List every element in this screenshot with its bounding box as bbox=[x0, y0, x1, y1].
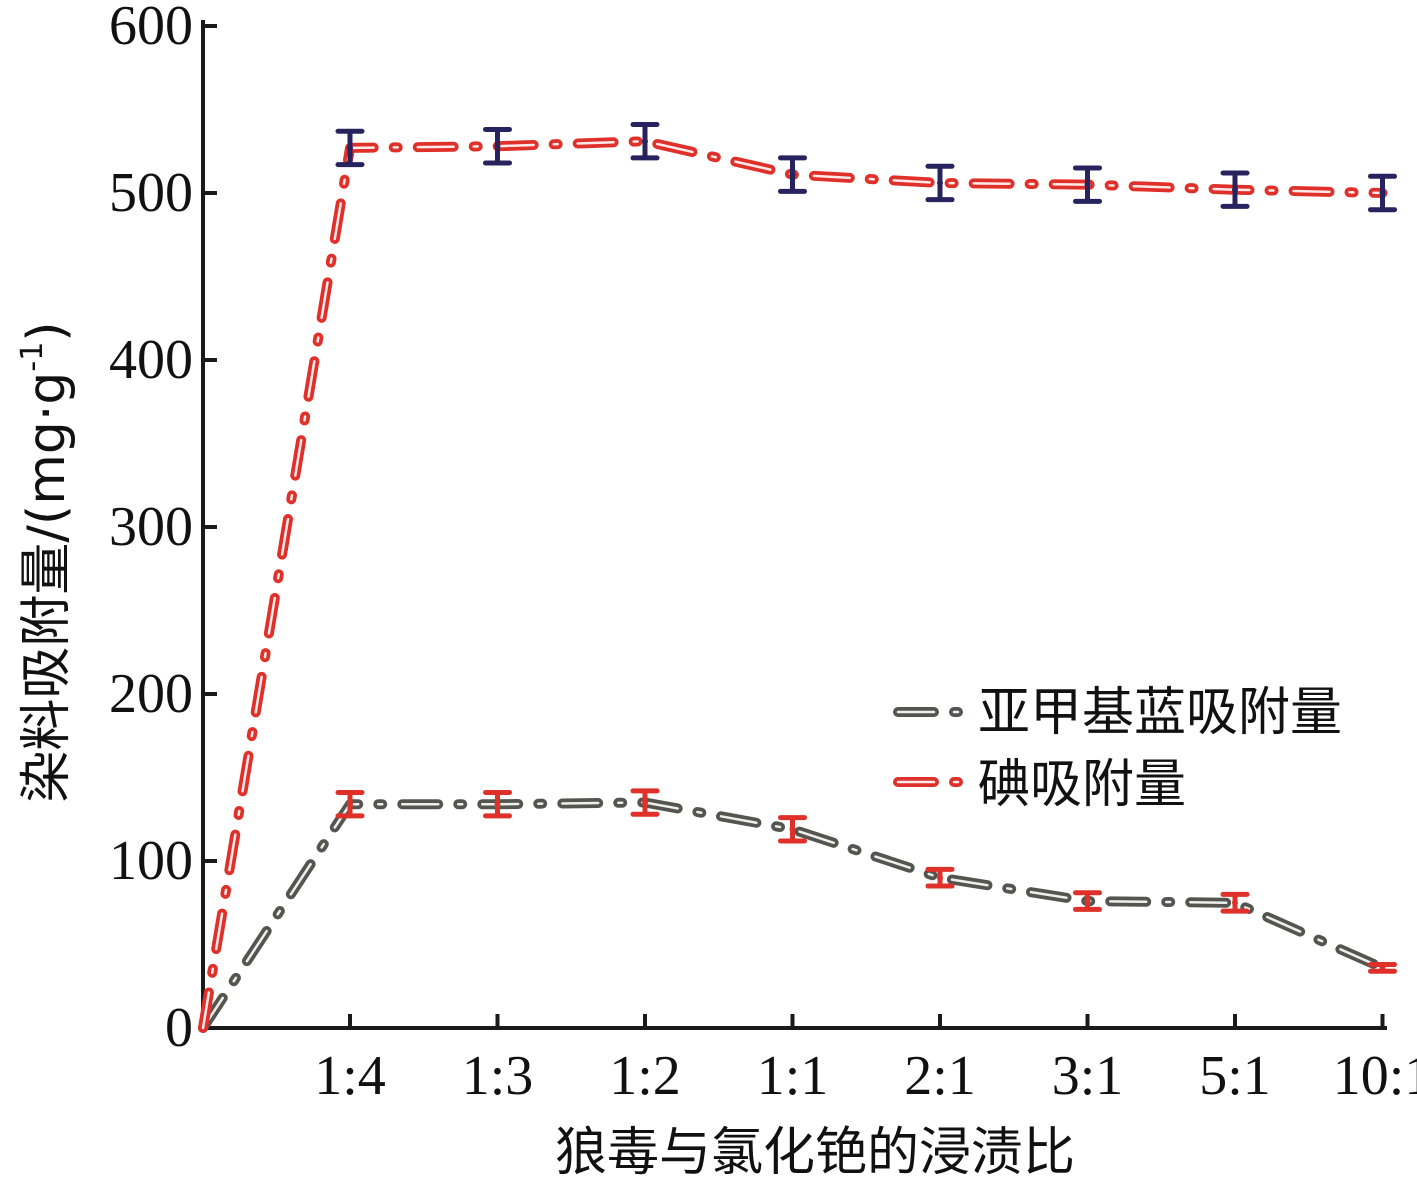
y-axis-title-main: 染料吸附量/(mg·g bbox=[17, 372, 77, 803]
data-point-0-2 bbox=[642, 799, 648, 806]
legend-label-iodine: 碘吸附量 bbox=[978, 755, 1186, 815]
x-tick-label-5:1: 5:1 bbox=[1199, 1045, 1271, 1107]
data-point-1-0 bbox=[347, 144, 353, 151]
errorbar-1-1 bbox=[483, 127, 512, 166]
errorbar-0-3 bbox=[778, 815, 807, 844]
y-tick-label-200: 200 bbox=[109, 663, 193, 725]
y-tick-label-100: 100 bbox=[109, 830, 193, 892]
series-1 bbox=[198, 122, 1397, 1033]
errorbar-0-2 bbox=[630, 788, 660, 817]
errorbar-1-0 bbox=[335, 128, 365, 168]
x-tick-label-2:1: 2:1 bbox=[904, 1045, 976, 1107]
errorbar-0-1 bbox=[483, 790, 512, 819]
y-axis-title: 染料吸附量/(mg·g-1) bbox=[15, 321, 77, 802]
errorbar-0-0 bbox=[335, 790, 365, 819]
x-tick-label-1:4: 1:4 bbox=[314, 1045, 386, 1107]
errorbar-1-4 bbox=[925, 163, 955, 203]
legend-item-iodine: 碘吸附量 bbox=[893, 755, 1186, 815]
errorbar-1-5 bbox=[1073, 165, 1102, 204]
series-line-0 bbox=[198, 797, 1388, 1033]
y-axis-title-sup: -1 bbox=[15, 342, 50, 372]
data-point-1-6 bbox=[1232, 186, 1238, 193]
series-line-highlight-1 bbox=[201, 139, 1384, 1030]
data-point-1-2 bbox=[642, 138, 648, 145]
data-point-1-3 bbox=[789, 171, 796, 178]
errorbar-0-4 bbox=[925, 866, 955, 889]
data-point-0-7 bbox=[1379, 964, 1386, 971]
x-axis-title: 狼毒与氯化铯的浸渍比 bbox=[555, 1123, 1075, 1181]
y-tick-label-600: 600 bbox=[109, 0, 193, 57]
y-tick-label-300: 300 bbox=[109, 496, 193, 558]
data-point-0-5 bbox=[1084, 898, 1091, 905]
legend-label-methylene-blue: 亚甲基蓝吸附量 bbox=[978, 683, 1342, 743]
errorbar-0-5 bbox=[1073, 890, 1102, 912]
data-point-1-4 bbox=[937, 179, 943, 186]
data-point-0-1 bbox=[494, 801, 501, 808]
series-line-1 bbox=[198, 136, 1388, 1033]
errorbar-1-6 bbox=[1220, 170, 1250, 209]
y-tick-label-500: 500 bbox=[109, 162, 193, 224]
x-tick-label-1:2: 1:2 bbox=[609, 1045, 681, 1107]
data-point-0-0 bbox=[347, 801, 353, 808]
errorbar-1-3 bbox=[778, 155, 807, 194]
legend-item-methylene-blue: 亚甲基蓝吸附量 bbox=[893, 683, 1342, 743]
series-layer bbox=[198, 122, 1397, 1033]
data-point-1-1 bbox=[494, 143, 501, 150]
errorbar-0-6 bbox=[1220, 891, 1250, 914]
errorbar-1-2 bbox=[630, 122, 660, 161]
data-point-1-7 bbox=[1379, 190, 1386, 196]
y-axis-title-close: ) bbox=[17, 321, 77, 341]
y-tick-label-0: 0 bbox=[165, 997, 193, 1059]
errorbar-1-7 bbox=[1368, 173, 1397, 213]
x-tick-label-1:3: 1:3 bbox=[462, 1045, 534, 1107]
series-0 bbox=[198, 788, 1397, 1033]
y-tick-label-400: 400 bbox=[109, 329, 193, 391]
data-point-0-6 bbox=[1232, 899, 1238, 906]
legend: 亚甲基蓝吸附量 碘吸附量 bbox=[893, 683, 1342, 815]
data-point-0-4 bbox=[937, 874, 943, 881]
x-ticks: 1:4 1:3 1:2 1:1 2:1 3:1 5:1 10:1 bbox=[314, 1014, 1417, 1107]
x-tick-label-3:1: 3:1 bbox=[1052, 1045, 1124, 1107]
errorbar-0-7 bbox=[1368, 962, 1397, 974]
data-point-0-3 bbox=[789, 826, 796, 833]
y-ticks: 0 100 200 300 400 500 600 bbox=[109, 0, 217, 1059]
data-point-1-5 bbox=[1084, 181, 1091, 188]
x-tick-label-10:1: 10:1 bbox=[1333, 1045, 1417, 1107]
x-tick-label-1:1: 1:1 bbox=[757, 1045, 829, 1107]
